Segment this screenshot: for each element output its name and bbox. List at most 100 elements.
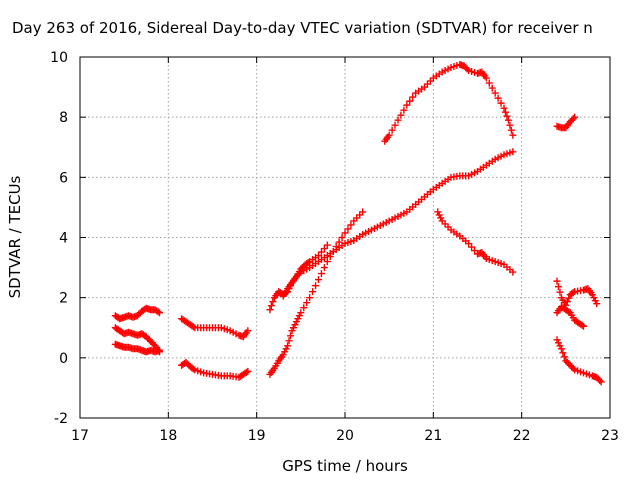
data-point	[244, 327, 252, 335]
data-point	[359, 208, 367, 216]
data-point	[554, 283, 562, 291]
series-5	[178, 358, 252, 381]
series-4	[178, 315, 252, 341]
chart-title: Day 263 of 2016, Sidereal Day-to-day VTE…	[12, 19, 593, 37]
data-point	[504, 116, 512, 124]
x-tick-label: 22	[513, 428, 531, 444]
data-point	[468, 243, 476, 251]
x-axis-label: GPS time / hours	[282, 457, 408, 475]
data-point	[403, 101, 411, 109]
data-point	[507, 126, 515, 134]
data-point	[266, 306, 274, 314]
data-point	[156, 346, 163, 354]
x-tick-label: 18	[159, 428, 177, 444]
data-point	[323, 258, 331, 266]
x-tick-label: 23	[601, 428, 619, 444]
data-point	[312, 282, 320, 290]
data-point	[284, 342, 292, 350]
data-point	[580, 322, 587, 330]
series-14	[553, 336, 605, 386]
data-point	[491, 89, 499, 97]
data-point	[304, 259, 312, 267]
data-point	[285, 337, 293, 345]
y-tick-label: 10	[50, 50, 68, 66]
data-point	[269, 298, 277, 306]
data-point	[563, 298, 571, 306]
series-13	[553, 303, 587, 330]
data-point	[391, 121, 399, 129]
y-tick-label: 0	[59, 351, 68, 367]
y-tick-label: 8	[59, 110, 68, 126]
series-7	[266, 208, 367, 378]
data-point	[560, 353, 568, 361]
data-point	[385, 131, 393, 139]
data-point	[497, 99, 505, 107]
data-point	[509, 131, 517, 139]
x-tick-label: 19	[248, 428, 266, 444]
data-point	[320, 264, 328, 272]
x-tick-label: 17	[71, 428, 89, 444]
data-point	[150, 340, 158, 348]
data-point	[494, 94, 502, 102]
y-axis-label: SDTVAR / TECUs	[6, 175, 24, 298]
grid	[80, 57, 610, 418]
data-point	[315, 252, 322, 260]
data-point	[501, 108, 509, 116]
data-point	[571, 113, 579, 121]
data-point	[409, 93, 417, 101]
data-point	[320, 245, 328, 253]
data-point	[556, 288, 564, 296]
x-tick-label: 20	[336, 428, 354, 444]
data-point	[156, 309, 163, 317]
data-point	[189, 365, 197, 373]
data-point	[569, 289, 577, 297]
series-1	[111, 304, 163, 323]
y-tick-label: -2	[54, 411, 68, 427]
data-point	[317, 270, 325, 278]
data-point	[482, 74, 490, 82]
data-point	[471, 247, 479, 255]
data-point	[565, 294, 573, 302]
data-point	[569, 115, 577, 123]
data-point	[596, 376, 604, 384]
data-point	[338, 234, 346, 241]
data-point	[300, 304, 308, 312]
data-point	[326, 253, 334, 261]
y-tick-label: 2	[59, 291, 68, 307]
axis-ticks: 17 18 19 20 21 22 23 -2 0 2 4 6 8 10	[50, 50, 619, 444]
data-point	[485, 79, 493, 87]
data-point	[578, 321, 586, 329]
data-point	[553, 277, 561, 285]
data-point	[244, 367, 252, 375]
data-point	[597, 378, 605, 386]
data-point	[341, 229, 349, 237]
data-point	[329, 248, 337, 256]
series-6	[266, 148, 517, 314]
data-point	[335, 238, 343, 246]
series-10	[434, 208, 517, 276]
data-point	[465, 240, 473, 248]
data-point	[189, 323, 197, 331]
data-point	[488, 84, 496, 92]
data-point	[267, 302, 275, 310]
data-point	[397, 111, 405, 119]
data-point	[506, 121, 514, 129]
data-points	[111, 61, 605, 386]
data-point	[394, 116, 402, 124]
data-point	[317, 248, 325, 256]
data-point	[303, 299, 311, 307]
data-point	[323, 241, 331, 249]
data-point	[332, 243, 340, 251]
series-3	[111, 340, 163, 356]
data-point	[593, 300, 601, 308]
series-8	[279, 241, 331, 300]
x-tick-label: 21	[424, 428, 442, 444]
series-11	[553, 113, 579, 132]
data-point	[509, 268, 517, 276]
data-point	[559, 349, 567, 357]
series-9	[381, 61, 517, 145]
data-point	[569, 364, 577, 372]
y-tick-label: 6	[59, 170, 68, 186]
data-point	[406, 97, 414, 105]
